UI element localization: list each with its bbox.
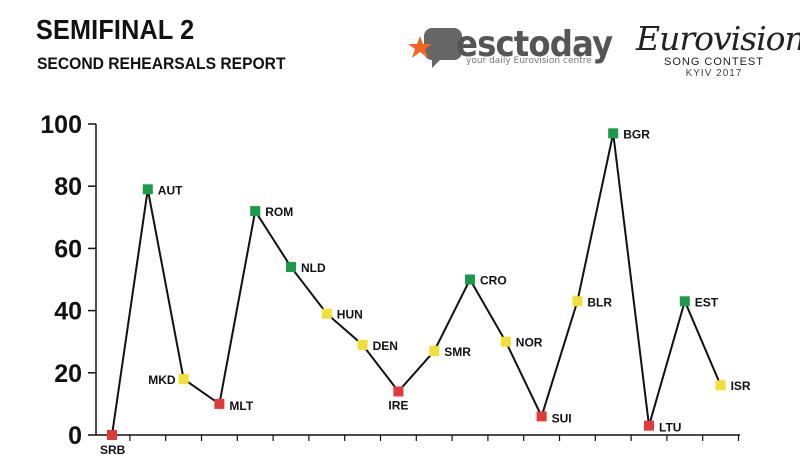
data-point-mkd xyxy=(178,374,189,385)
data-point-bgr xyxy=(608,128,619,139)
eurovision-city: KYIV 2017 xyxy=(685,68,743,79)
data-label-rom: ROM xyxy=(265,205,293,219)
data-label-sui: SUI xyxy=(552,411,572,425)
data-label-smr: SMR xyxy=(444,345,471,359)
eurovision-logo: Eurovision SONG CONTEST KYIV 2017 xyxy=(636,19,800,86)
data-label-nld: NLD xyxy=(301,261,326,275)
y-tick-label: 100 xyxy=(40,111,82,139)
data-label-den: DEN xyxy=(373,339,398,353)
data-label-bgr: BGR xyxy=(623,127,650,141)
y-tick-label: 60 xyxy=(54,235,82,263)
data-label-blr: BLR xyxy=(587,295,612,309)
data-label-mkd: MKD xyxy=(148,373,176,387)
data-label-nor: NOR xyxy=(516,336,543,350)
data-point-blr xyxy=(572,296,583,307)
data-point-nld xyxy=(286,262,296,273)
esctoday-wordmark: esctoday xyxy=(456,24,613,65)
data-label-est: EST xyxy=(695,295,719,309)
data-label-ltu: LTU xyxy=(659,421,681,435)
data-point-hun xyxy=(321,308,332,319)
data-point-nor xyxy=(500,336,511,347)
data-label-mlt: MLT xyxy=(229,399,253,413)
data-point-ltu xyxy=(644,420,654,431)
page-title: SEMIFINAL 2 xyxy=(36,14,195,45)
series-line xyxy=(111,133,722,436)
page-subtitle: SECOND REHEARSALS REPORT xyxy=(37,54,286,73)
data-point-sui xyxy=(536,411,547,422)
data-label-cro: CRO xyxy=(480,274,507,288)
data-point-rom xyxy=(250,206,261,217)
esctoday-logo: esctoday your daily Eurovision centre xyxy=(406,22,626,72)
data-point-est xyxy=(679,296,690,307)
data-point-mlt xyxy=(214,398,225,409)
esctoday-star-icon xyxy=(408,28,462,68)
data-point-aut xyxy=(142,184,153,195)
data-point-srb xyxy=(107,430,117,440)
eurovision-subtitle: SONG CONTEST xyxy=(663,56,764,68)
data-point-isr xyxy=(715,380,726,391)
data-point-den xyxy=(357,339,368,350)
eurovision-wordmark: Eurovision xyxy=(636,19,800,58)
y-tick-label: 80 xyxy=(54,173,82,201)
y-tick-label: 0 xyxy=(68,422,82,450)
data-point-cro xyxy=(465,274,475,285)
y-tick-label: 20 xyxy=(54,360,82,388)
data-label-ire: IRE xyxy=(388,398,408,412)
chart-axes: 0 20 40 60 80 100 xyxy=(40,111,740,450)
data-label-isr: ISR xyxy=(731,379,751,393)
esctoday-tagline: your daily Eurovision centre xyxy=(466,56,592,66)
chart-series: SRB AUT MKD MLT ROM NLD HUN DEN IRE SMR CRO NOR SUI B… xyxy=(100,127,751,457)
data-label-aut: AUT xyxy=(158,183,183,197)
data-label-hun: HUN xyxy=(337,308,363,322)
data-point-smr xyxy=(429,346,440,357)
data-point-ire xyxy=(393,386,404,397)
data-label-srb: SRB xyxy=(100,443,126,457)
y-tick-label: 40 xyxy=(54,298,82,326)
